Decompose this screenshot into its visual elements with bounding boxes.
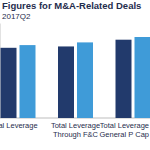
- bar: [1, 48, 17, 118]
- bar: [135, 37, 150, 118]
- x-tick-label: Total LeverageThrough F&C: [51, 121, 100, 139]
- x-tick-label: Total LeverageGeneral P Cap: [100, 121, 149, 139]
- title: Figures for M&A-Related Deals: [2, 0, 141, 11]
- x-tick-label-line: General P Cap: [100, 130, 149, 139]
- bar: [116, 40, 132, 118]
- x-tick-label: al Leverage: [0, 121, 38, 130]
- subtitle: 2017Q2: [2, 12, 31, 21]
- bar: [77, 42, 93, 118]
- x-tick-label-line: al Leverage: [0, 121, 38, 130]
- bar: [20, 45, 36, 118]
- chart: Figures for M&A-Related Deals2017Q2 al Le…: [0, 0, 150, 150]
- bar: [58, 46, 74, 118]
- x-tick-label-line: Through F&C: [53, 130, 99, 139]
- bars: [1, 37, 150, 118]
